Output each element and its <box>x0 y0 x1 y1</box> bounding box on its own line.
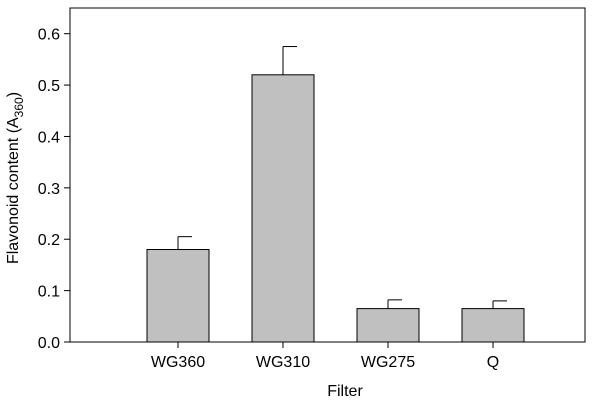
bar-wg275 <box>356 308 420 343</box>
y-tick-label: 0.0 <box>38 335 60 352</box>
x-tick-label: WG310 <box>256 354 310 371</box>
x-axis-title: Filter <box>327 383 363 400</box>
y-axis-title: Flavonoid content (A360) <box>5 92 26 264</box>
y-tick-label: 0.5 <box>38 78 60 95</box>
y-tick-label: 0.6 <box>38 27 60 44</box>
x-tick-label: WG360 <box>151 354 205 371</box>
error-bars <box>177 46 507 309</box>
y-tick-label: 0.1 <box>38 284 60 301</box>
x-axis-ticks: WG360 WG310 WG275 Q <box>151 342 499 371</box>
y-axis-title-subscript: 360 <box>12 97 26 117</box>
bar-wg360 <box>146 249 210 343</box>
y-axis-title-suffix: ) <box>5 92 22 97</box>
bar-q <box>461 308 525 343</box>
plot-frame <box>69 7 586 343</box>
y-axis-title-main: Flavonoid content (A <box>5 117 22 264</box>
y-tick-label: 0.2 <box>38 232 60 249</box>
y-axis-ticks: 0.0 0.1 0.2 0.3 0.4 0.5 0.6 <box>38 27 70 352</box>
x-tick-label: Q <box>487 354 499 371</box>
y-tick-label: 0.3 <box>38 181 60 198</box>
plot-area: 0.0 0.1 0.2 0.3 0.4 0.5 0.6 WG360 WG310 WG275 Q <box>38 7 586 371</box>
bars <box>146 74 525 343</box>
bar-wg310 <box>251 74 315 343</box>
x-tick-label: WG275 <box>361 354 415 371</box>
y-tick-label: 0.4 <box>38 129 60 146</box>
